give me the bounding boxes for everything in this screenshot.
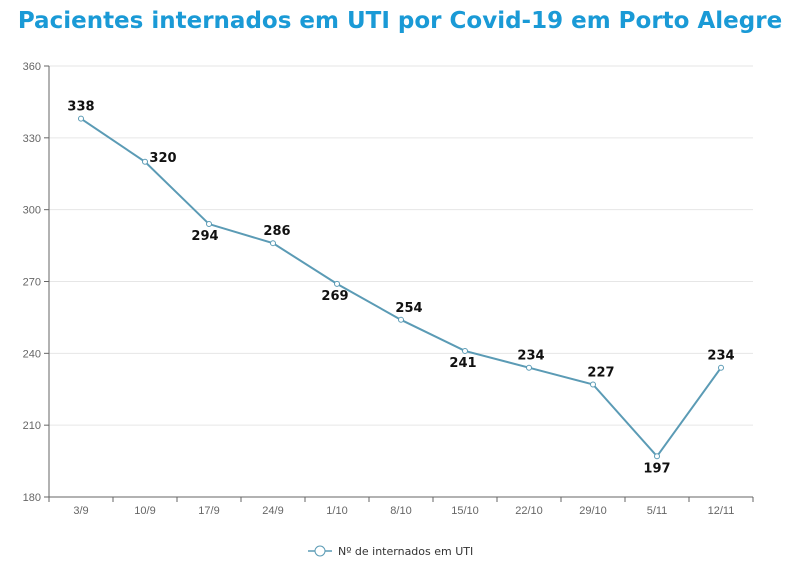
legend-marker-icon (314, 545, 326, 557)
x-tick-label: 12/11 (708, 505, 735, 517)
y-tick-label: 210 (23, 420, 41, 432)
data-point[interactable] (142, 158, 148, 165)
data-point[interactable] (654, 453, 660, 460)
x-tick-label: 24/9 (262, 505, 283, 517)
data-point[interactable] (334, 280, 340, 287)
series-line (80, 117, 722, 458)
y-tick-label: 240 (23, 348, 41, 360)
data-point[interactable] (206, 221, 212, 228)
y-tick-label: 360 (23, 61, 41, 73)
data-label: 320 (149, 151, 176, 166)
y-tick-label: 270 (23, 277, 41, 289)
data-point[interactable] (462, 347, 468, 354)
data-point[interactable] (718, 364, 724, 371)
x-tick-label: 8/10 (390, 505, 411, 517)
x-tick-label: 15/10 (451, 505, 479, 517)
data-point[interactable] (590, 381, 596, 388)
data-point[interactable] (398, 316, 404, 323)
data-label: 294 (191, 229, 218, 244)
data-label: 227 (587, 365, 614, 380)
data-label: 338 (67, 100, 94, 115)
y-tick-label: 180 (23, 492, 41, 504)
x-tick-label: 3/9 (73, 505, 88, 517)
y-tick-label: 300 (23, 205, 41, 217)
data-label: 286 (263, 224, 290, 239)
x-tick-label: 17/9 (198, 505, 219, 517)
x-tick-label: 29/10 (579, 505, 607, 517)
data-point[interactable] (270, 240, 276, 247)
x-tick-label: 5/11 (647, 505, 668, 517)
y-tick-label: 330 (23, 133, 41, 145)
data-label: 197 (643, 461, 670, 476)
chart-title: Pacientes internados em UTI por Covid-19… (17, 8, 783, 34)
x-tick-label: 1/10 (326, 505, 347, 517)
data-label: 234 (707, 349, 734, 364)
data-label: 254 (395, 301, 422, 316)
x-tick-label: 22/10 (515, 505, 543, 517)
data-label: 234 (517, 349, 544, 364)
data-label: 241 (449, 356, 476, 371)
data-point[interactable] (526, 364, 532, 371)
data-label: 269 (321, 289, 348, 304)
data-point[interactable] (78, 115, 84, 122)
legend-label[interactable]: Nº de internados em UTI (338, 545, 473, 558)
x-tick-label: 10/9 (134, 505, 155, 517)
